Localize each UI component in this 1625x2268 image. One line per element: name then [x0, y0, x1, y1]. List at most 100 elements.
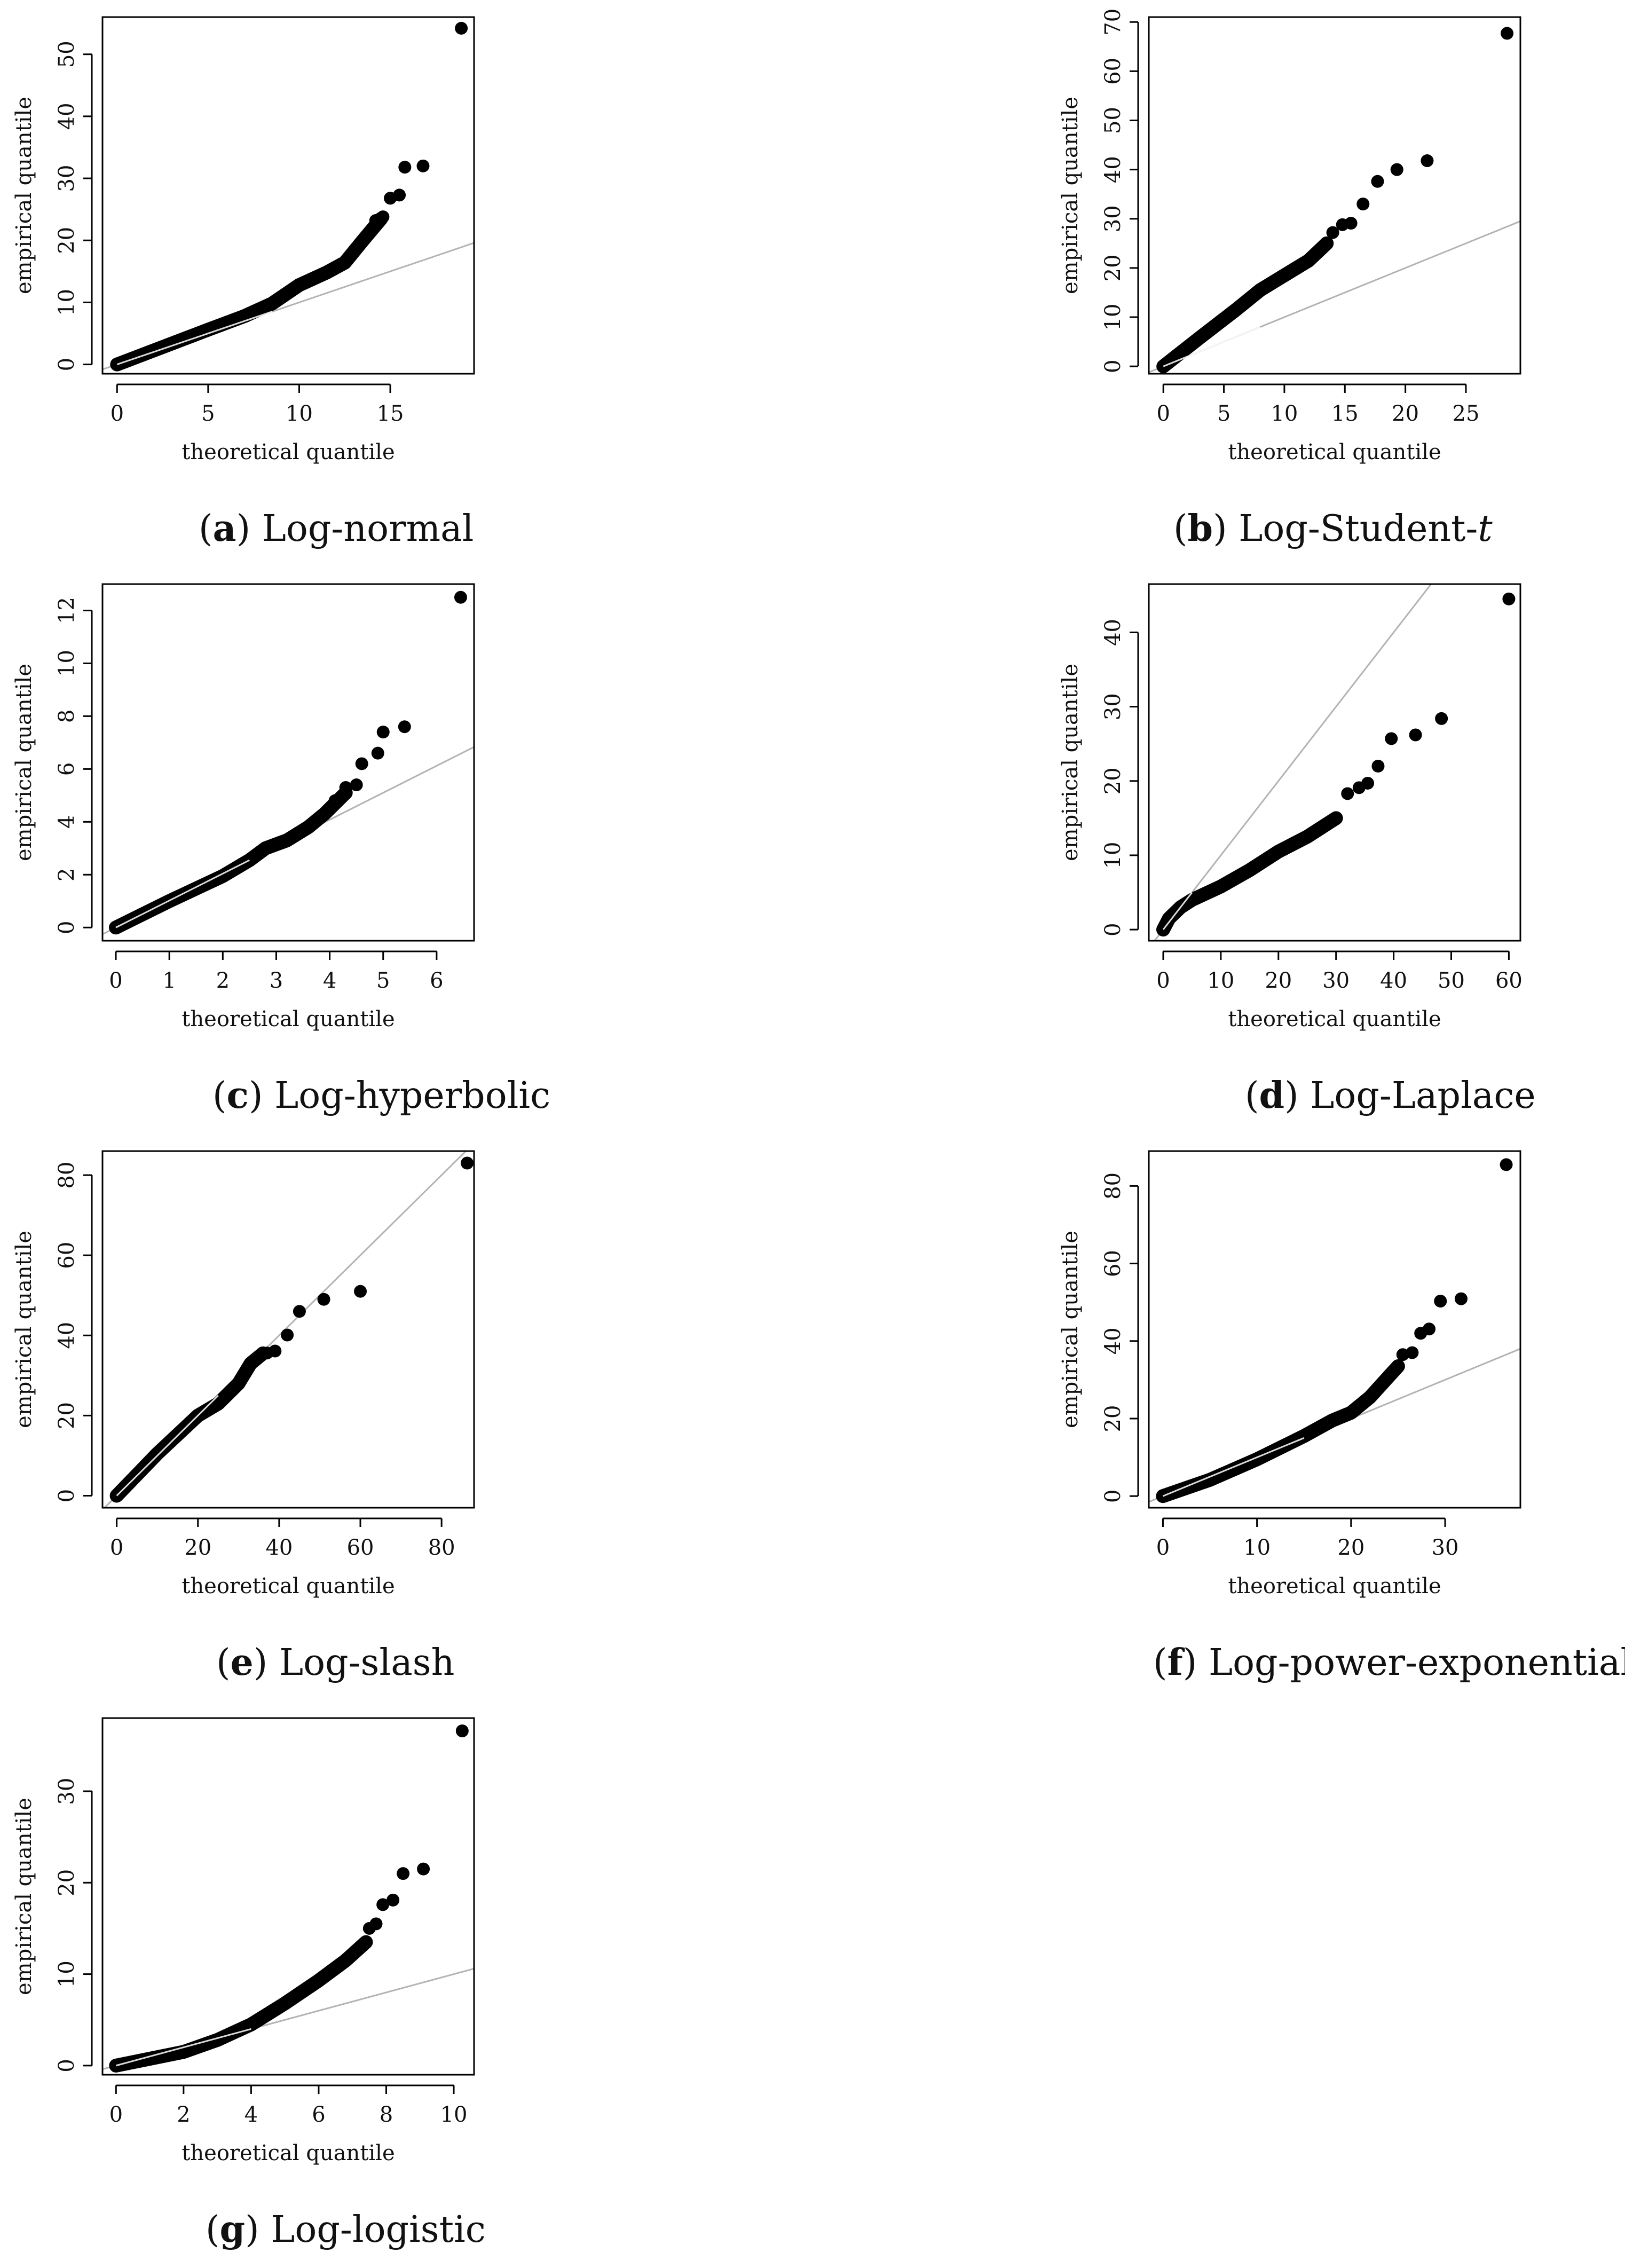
qq-plot-log-normal: 0 5 10 15 theoretical quantile 0 10 20 30 40 50 emp…	[12, 16, 475, 464]
y-tick-label: 8	[54, 710, 79, 723]
x-tick-label: 4	[244, 2102, 258, 2127]
qq-point	[386, 1893, 400, 1907]
qq-plot-log-power-exponential: 0 10 20 30 theoretical quantile 0 20 40 60 80 empi…	[1058, 1150, 1521, 1598]
qq-point	[281, 1328, 294, 1342]
x-axis-title: theoretical quantile	[1228, 1574, 1441, 1598]
x-tick-label: 5	[201, 401, 215, 426]
x-tick-label: 5	[376, 968, 390, 993]
y-tick-label: 0	[54, 921, 79, 934]
x-axis-title: theoretical quantile	[182, 2141, 395, 2165]
qq-point	[376, 210, 390, 224]
caption-d: (d) Log-Laplace	[1245, 1074, 1536, 1117]
y-tick-label: 0	[54, 2059, 79, 2072]
x-tick-label: 6	[430, 968, 443, 993]
panel-a: 0 5 10 15 theoretical quantile 0 10 20 30 40 50 emp…	[0, 0, 534, 550]
qq-point	[1423, 1322, 1436, 1336]
x-tick-label: 30	[1432, 1535, 1459, 1560]
qq-plot-log-laplace: 0 10 20 30 40 50 60 theoretical quantile 0 10 20 30…	[1058, 583, 1523, 1031]
x-tick-label: 0	[1156, 968, 1170, 993]
qq-point	[1341, 787, 1354, 800]
plot-frame	[1148, 16, 1521, 375]
qq-point	[393, 188, 406, 202]
qq-points-dense	[1156, 236, 1334, 374]
y-tick-label: 0	[54, 358, 79, 371]
qq-point	[1421, 154, 1434, 168]
x-tick-label: 2	[216, 968, 230, 993]
y-tick-label: 60	[54, 1242, 79, 1269]
qq-point	[1435, 712, 1448, 725]
x-tick-label: 8	[380, 2102, 393, 2127]
qq-point	[397, 1867, 410, 1880]
y-tick-label: 0	[1101, 923, 1125, 936]
reference-line	[1153, 584, 1432, 941]
y-tick-label: 10	[54, 1960, 79, 1988]
y-axis-title: empirical quantile	[12, 664, 36, 861]
x-tick-label: 0	[109, 968, 122, 993]
y-tick-label: 10	[54, 650, 79, 677]
qq-point	[1371, 759, 1385, 773]
caption-a: (a) Log-normal	[199, 507, 474, 550]
x-axis-title: theoretical quantile	[182, 440, 395, 464]
qq-point	[328, 794, 342, 807]
y-axis-title: empirical quantile	[12, 1798, 36, 1995]
x-tick-label: 40	[1380, 968, 1407, 993]
reference-line-overlap	[115, 859, 250, 928]
x-tick-label: 4	[323, 968, 336, 993]
caption-e: (e) Log-slash	[216, 1641, 455, 1684]
qq-point	[1500, 1158, 1513, 1171]
panel-d: 0 10 20 30 40 50 60 theoretical quantile 0 10 20 30…	[1046, 567, 1580, 1117]
caption-b: (b) Log-Student-t	[1173, 507, 1493, 550]
y-tick-label: 20	[1101, 1405, 1125, 1432]
qq-points-dense	[1156, 811, 1343, 937]
y-tick-label: 4	[54, 815, 79, 829]
x-tick-label: 60	[347, 1535, 374, 1560]
qq-point	[369, 1917, 383, 1931]
plot-frame	[101, 1150, 475, 1509]
y-tick-label: 60	[1101, 58, 1125, 85]
qq-point	[339, 781, 352, 794]
plot-frame	[101, 1717, 475, 2076]
qq-point	[455, 1724, 469, 1737]
reference-line-overlap	[1163, 326, 1261, 367]
y-tick-label: 60	[1101, 1250, 1125, 1277]
x-tick-label: 0	[110, 1535, 123, 1560]
y-tick-label: 20	[1101, 254, 1125, 281]
x-tick-label: 0	[1156, 1535, 1170, 1560]
y-tick-label: 50	[54, 41, 79, 68]
qq-points-dense	[110, 211, 388, 372]
y-tick-label: 70	[1101, 9, 1125, 36]
x-axis-title: theoretical quantile	[1228, 1007, 1441, 1031]
qq-point	[1454, 1292, 1468, 1305]
x-tick-label: 10	[1271, 401, 1298, 426]
reference-line-overlap	[116, 311, 272, 365]
caption-c: (c) Log-hyperbolic	[212, 1074, 551, 1117]
y-tick-label: 20	[54, 227, 79, 254]
reference-line-overlap	[1162, 892, 1193, 931]
plot-frame	[1148, 583, 1521, 942]
y-tick-label: 30	[1101, 693, 1125, 720]
y-tick-label: 30	[54, 165, 79, 192]
x-axis-title: theoretical quantile	[182, 1574, 395, 1598]
panel-f: 0 10 20 30 theoretical quantile 0 20 40 60 80 empi…	[1046, 1134, 1625, 1684]
qq-points-dense	[109, 1346, 270, 1503]
qq-point	[461, 1156, 474, 1170]
x-tick-label: 0	[1156, 401, 1170, 426]
qq-point	[354, 1285, 367, 1298]
x-tick-label: 5	[1217, 401, 1230, 426]
x-tick-label: 10	[440, 2102, 468, 2127]
y-tick-label: 6	[54, 762, 79, 776]
panel-b: 0 5 10 15 20 25 theoretical quantile 0 10 20 30 40 5…	[1046, 0, 1580, 550]
qq-plot-log-slash: 0 20 40 60 80 theoretical quantile 0 20 40 60 80 em…	[12, 1150, 475, 1598]
qq-point	[1409, 728, 1422, 742]
y-tick-label: 10	[1101, 842, 1125, 869]
x-axis-title: theoretical quantile	[182, 1007, 395, 1031]
qq-point	[1356, 198, 1370, 211]
qq-point	[455, 21, 468, 35]
qq-point	[454, 590, 467, 604]
y-tick-label: 40	[1101, 1327, 1125, 1354]
y-tick-label: 20	[1101, 767, 1125, 794]
qq-plot-log-student-t: 0 5 10 15 20 25 theoretical quantile 0 10 20 30 40 5…	[1058, 9, 1521, 464]
qq-point	[376, 726, 390, 739]
y-axis-title: empirical quantile	[1058, 97, 1083, 294]
